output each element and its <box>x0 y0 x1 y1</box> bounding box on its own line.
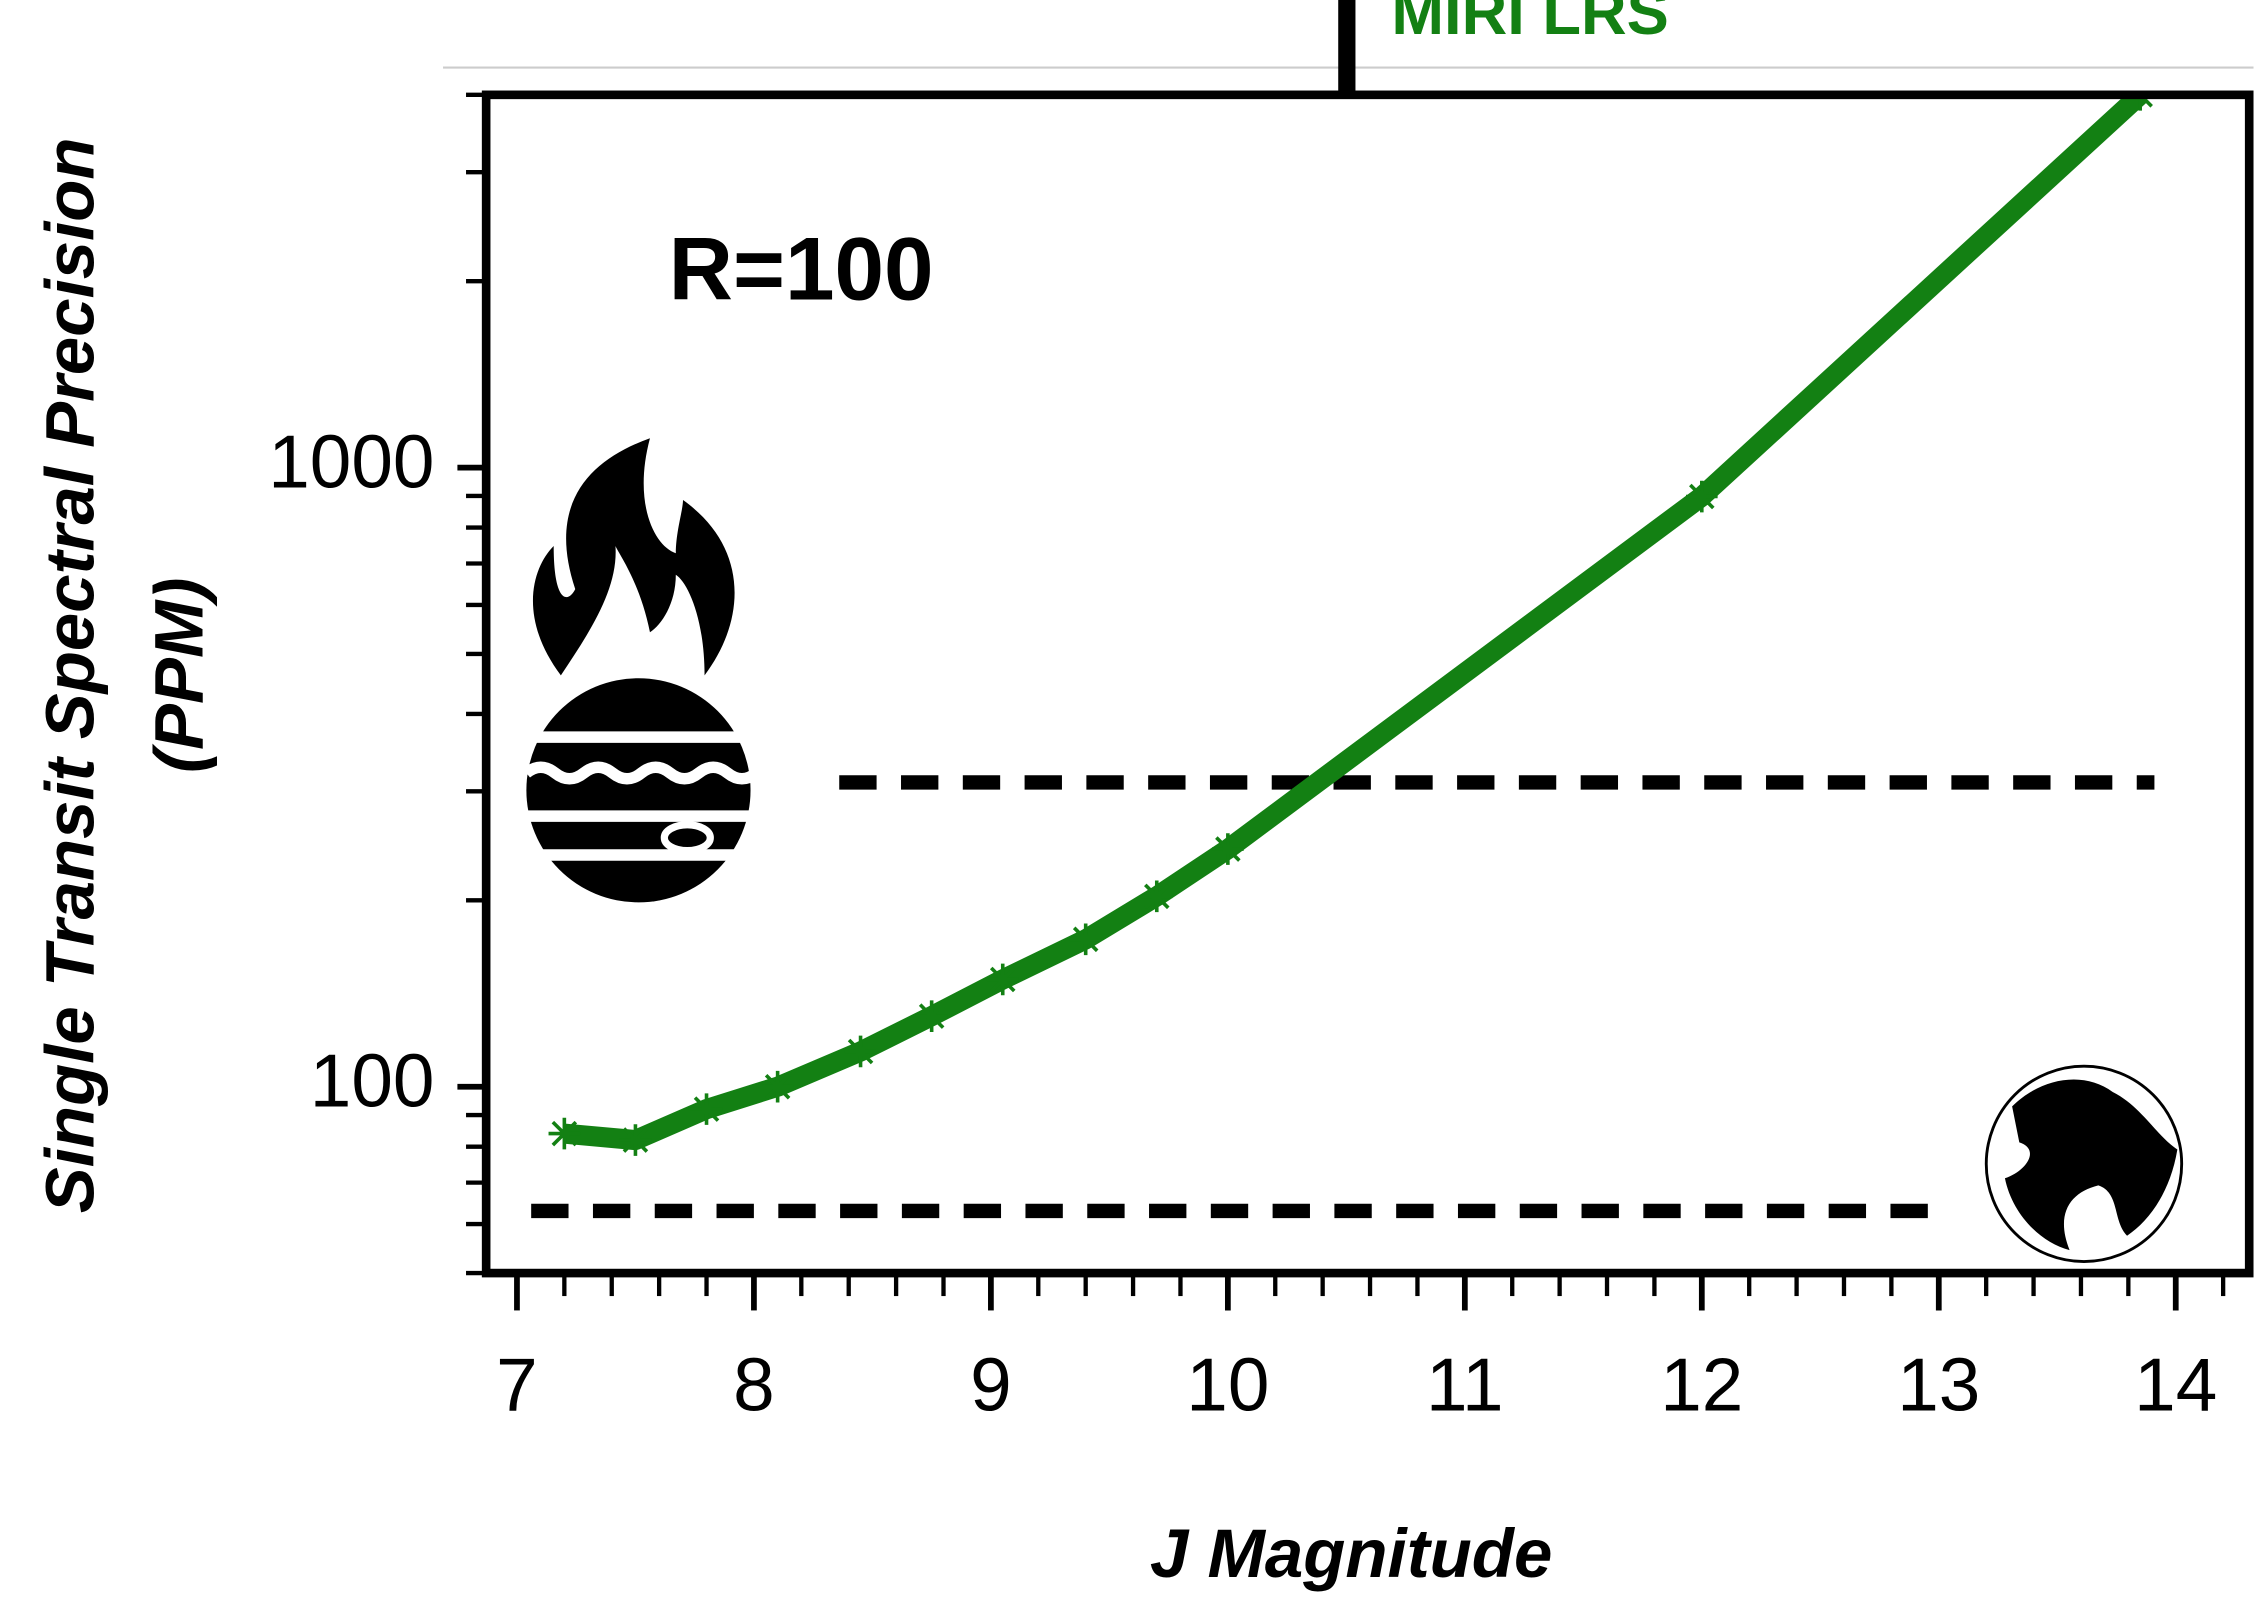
y-axis-label: (PPM) <box>141 578 218 773</box>
earth-icon <box>1984 1064 2184 1264</box>
x-tick-label: 13 <box>1897 1343 1980 1427</box>
plot-area <box>531 94 2157 1219</box>
point-marker <box>548 1117 581 1150</box>
y-tick-label: 1000 <box>268 419 434 503</box>
point-marker <box>761 1070 794 1103</box>
x-tick-label: 11 <box>1426 1343 1504 1427</box>
annotation: R=100 <box>669 218 934 318</box>
point-marker <box>619 1124 652 1156</box>
instrument-label: MIRI LRS <box>1391 0 1668 48</box>
x-tick-label: 9 <box>970 1343 1012 1427</box>
point-marker <box>1686 480 1718 513</box>
x-tick-label: 7 <box>496 1343 538 1427</box>
x-tick-label: 14 <box>2134 1343 2217 1427</box>
point-marker <box>1069 923 1102 956</box>
point-marker <box>690 1093 723 1125</box>
point-marker <box>915 1000 948 1032</box>
hot-planet-icon <box>522 438 760 903</box>
y-axis-label: Single Transit Spectral Precision <box>31 137 108 1213</box>
x-axis-label: J Magnitude <box>1150 1515 1552 1592</box>
point-marker <box>1140 880 1173 913</box>
point-marker <box>986 963 1019 996</box>
x-tick-label: 8 <box>733 1343 775 1427</box>
series-line <box>563 94 2147 1151</box>
point-marker <box>1212 833 1244 865</box>
point-marker <box>844 1035 877 1068</box>
x-tick-label: 12 <box>1660 1343 1743 1427</box>
y-tick-label: 100 <box>310 1038 435 1122</box>
x-tick-label: 10 <box>1186 1343 1269 1427</box>
plot-frame <box>481 90 2254 1278</box>
